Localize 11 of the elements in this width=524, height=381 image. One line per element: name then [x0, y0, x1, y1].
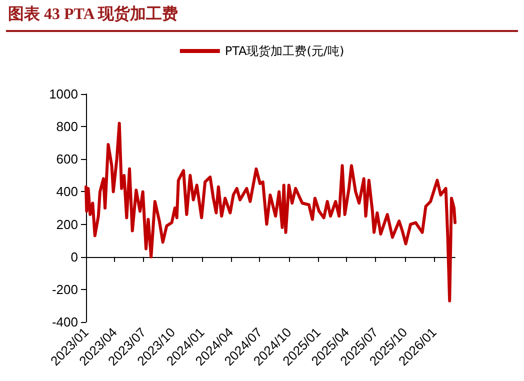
legend-label: PTA现货加工费(元/吨)	[224, 44, 344, 58]
y-tick-label: 0	[70, 249, 78, 264]
y-tick-label: 200	[56, 216, 78, 232]
y-tick-label: -400	[52, 314, 78, 330]
y-tick-label: 1000	[49, 86, 78, 102]
y-tick-label: 400	[56, 184, 78, 200]
chart-title: 图表 43 PTA 现货加工费	[8, 4, 178, 25]
y-tick-label: -200	[52, 282, 78, 297]
y-tick-label: 800	[56, 119, 78, 134]
y-tick-label: 600	[56, 152, 78, 167]
line-series	[84, 122, 456, 302]
